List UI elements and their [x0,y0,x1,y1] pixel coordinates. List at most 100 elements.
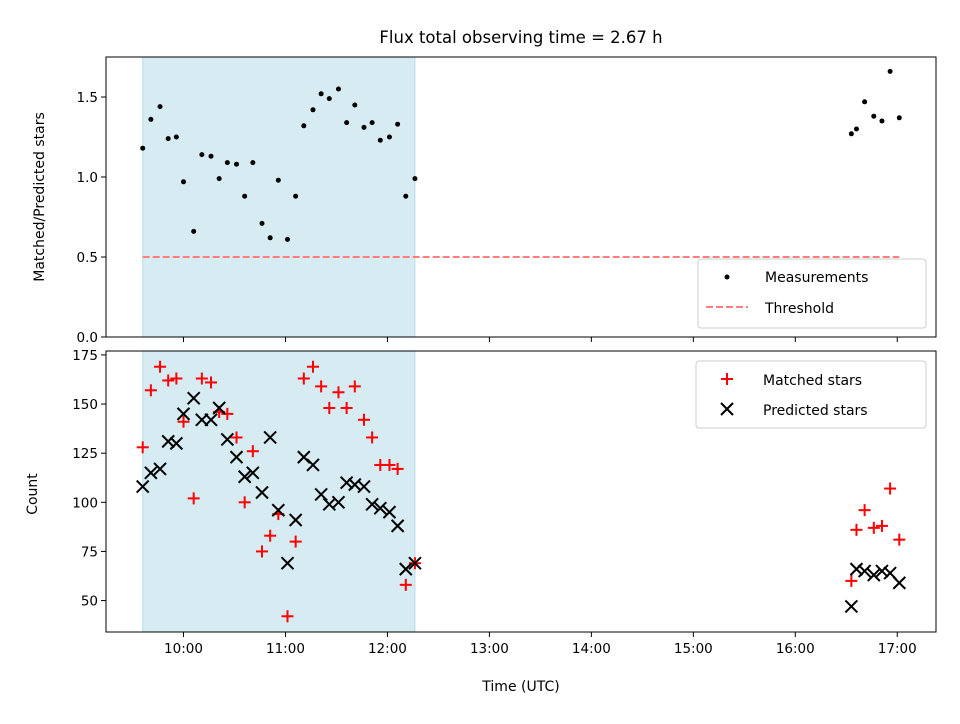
measurement-point [140,145,146,151]
top-y-axis-label: Matched/Predicted stars [32,112,48,282]
matched-star-point [315,380,328,393]
matched-star-point [246,445,259,458]
measurement-point [318,91,324,97]
predicted-star-point [331,495,346,510]
predicted-star-point [399,562,413,576]
measurement-point [352,102,358,108]
predicted-star-point [373,501,387,515]
measurement-point [335,86,341,92]
predicted-star-point [136,479,150,494]
top-panel-frame [105,56,937,338]
x-tick-label: 17:00 [878,641,917,657]
x-tick-label: 16:00 [776,641,815,657]
measurement-point [377,137,383,143]
measurement-point [887,68,893,74]
top-legend: Measurements Threshold [697,258,927,329]
matched-star-point [230,431,243,444]
matched-star-point [177,415,190,428]
predicted-star-point [892,576,906,590]
measurement-point [250,160,256,166]
measurement-point [386,134,392,140]
bottom-y-tick-label: 75 [81,544,98,560]
matched-star-point [144,384,157,397]
predicted-star-point [144,466,158,480]
measurement-point [862,99,868,105]
matched-star-point [136,441,149,454]
measurements-legend-label: Measurements [765,270,868,286]
measurement-point [344,120,350,126]
matched-star-point [162,374,175,387]
chart-title: Flux total observing time = 2.67 h [379,28,662,47]
predicted-star-point [246,466,260,480]
matched-star-point [340,401,353,414]
predicted-star-point [849,562,864,576]
measurement-point [412,176,418,182]
measurement-point [284,236,290,242]
measurement-point [173,134,179,140]
predicted-star-point [176,407,191,421]
predicted-star-point [255,485,269,500]
measurement-point [293,193,299,199]
measurement-point [310,107,316,113]
matched-star-point [256,545,269,558]
measurement-point [208,153,214,159]
measurements-legend-marker [724,274,730,280]
matched-star-point [332,386,345,399]
predicted-star-point [169,436,184,451]
measurement-point [191,228,197,234]
measurement-point [242,193,248,199]
bottom-y-axis-label: Count [25,473,41,515]
matched-star-point [297,372,310,385]
matched-star-point [884,482,897,495]
matched-star-point [391,462,404,475]
predicted-star-point [220,432,235,447]
measurement-point [853,126,859,132]
measurement-point [165,136,171,142]
predicted-star-point [875,564,889,578]
matched-star-point [893,533,906,546]
threshold-legend-label: Threshold [764,301,834,317]
top-y-tick-label: 1.5 [77,90,98,106]
matched-star-point [238,496,251,509]
bottom-panel: 50 75 100 125 150 175 10:00 11:00 12:00 13:00 14:0… [25,348,937,695]
predicted-star-point [844,599,859,614]
predicted-star-point [365,497,379,511]
matched-star-point [323,401,336,414]
measurement-point [259,220,265,226]
predicted-star-point [306,458,320,472]
matched-legend-label: Matched stars [763,373,862,389]
matched-star-point [845,574,858,587]
predicted-star-point [357,479,371,494]
measurement-point [199,152,205,158]
x-tick-label: 14:00 [572,641,611,657]
predicted-star-point [314,487,328,502]
bottom-shaded-band [142,350,416,633]
predicted-star-point [408,556,422,570]
measurement-point [361,124,367,130]
matched-star-point [154,360,167,373]
predicted-star-point [857,564,872,578]
predicted-star-point [204,413,218,427]
measurement-point [395,121,401,127]
top-y-tick-label: 1.0 [77,170,98,186]
measurement-point [157,104,163,110]
matched-star-point [187,492,200,505]
matched-star-point [383,458,396,471]
measurement-point [871,113,877,119]
measurement-point [180,179,186,185]
predicted-star-point [153,462,167,476]
predicted-star-point [263,430,277,445]
measurement-point [267,235,273,241]
predicted-star-point [288,513,303,527]
measurement-point [224,160,230,166]
matched-star-point [281,610,294,623]
matched-star-point [264,529,277,542]
measurement-point [848,131,854,137]
matched-star-point [221,407,234,420]
top-legend-box [697,258,927,329]
matched-star-point [348,380,361,393]
top-y-tick-label: 0.5 [77,250,98,266]
measurement-point [879,118,885,124]
measurement-point [216,176,222,182]
